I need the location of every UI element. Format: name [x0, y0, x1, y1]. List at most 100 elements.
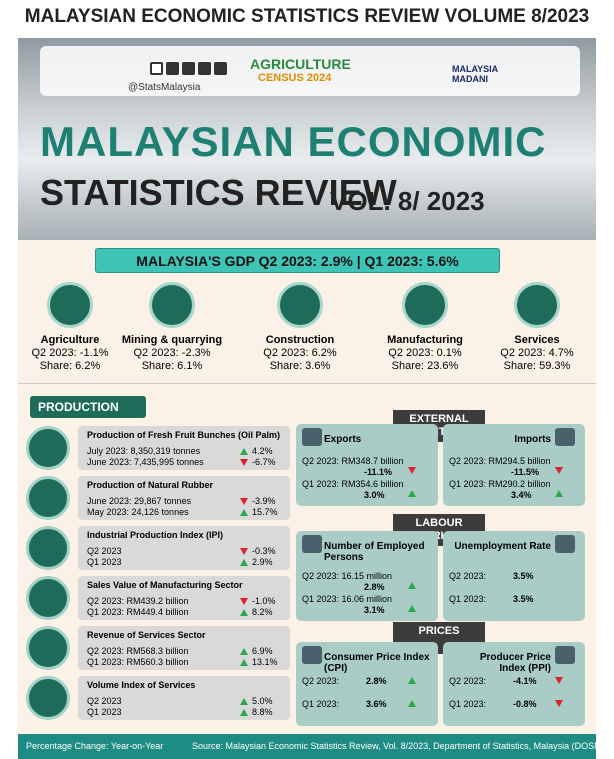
trend-arrow — [555, 490, 563, 497]
indicator-title: Exports — [324, 434, 362, 445]
item-box — [78, 476, 290, 520]
logo-strip — [40, 46, 580, 96]
indicator-row-label: Q1 2023: — [302, 699, 340, 709]
item-title: Revenue of Services Sector — [87, 630, 206, 640]
trend-arrow — [240, 459, 248, 466]
census-title: AGRICULTURE — [250, 56, 351, 72]
sector-share: Share: 23.6% — [391, 360, 459, 372]
item-title: Production of Natural Rubber — [87, 480, 213, 490]
item-icon — [26, 476, 70, 520]
item-row-change: 8.2% — [252, 607, 273, 617]
indicator-row-change: -11.1% — [364, 467, 393, 477]
sector-name: Services — [514, 334, 560, 346]
sector-share: Share: 6.2% — [39, 360, 101, 372]
item-title: Production of Fresh Fruit Bunches (Oil P… — [87, 430, 281, 440]
trend-arrow — [240, 559, 248, 566]
indicator-icon — [302, 428, 322, 446]
indicator-icon — [555, 428, 575, 446]
item-row-change: 4.2% — [252, 446, 273, 456]
indicator-row-label: Q1 2023: — [449, 699, 487, 709]
indicator-row-label: Q2 2023: — [302, 676, 340, 686]
banner-line1: MALAYSIAN ECONOMIC — [40, 118, 547, 165]
item-icon — [26, 576, 70, 620]
sector-share: Share: 6.1% — [141, 360, 203, 372]
production-heading: PRODUCTION — [30, 396, 146, 418]
item-box — [78, 426, 290, 470]
item-box — [78, 626, 290, 670]
item-icon — [26, 426, 70, 470]
trend-arrow — [408, 582, 416, 589]
item-row-change: -0.3% — [252, 546, 276, 556]
indicator-row-label: Q1 2023: 16.06 million — [302, 594, 393, 604]
trend-arrow — [555, 467, 563, 474]
indicator-row-label: Q1 2023: — [449, 594, 487, 604]
trend-arrow — [555, 677, 563, 684]
item-row-label: Q1 2023: RM449.4 billion — [87, 607, 189, 617]
item-row-change: 15.7% — [252, 507, 278, 517]
divider — [18, 383, 596, 384]
trend-arrow — [240, 448, 248, 455]
item-title: Sales Value of Manufacturing Sector — [87, 580, 243, 590]
banner-handle: @StatsMalaysia — [128, 82, 201, 93]
trend-arrow — [240, 609, 248, 616]
indicator-row-change: 3.6% — [366, 699, 387, 709]
social-icon — [166, 62, 179, 75]
footer-left: Percentage Change: Year-on-Year — [26, 741, 164, 751]
footer — [18, 734, 596, 759]
trend-arrow — [408, 490, 416, 497]
indicator-row-change: -0.8% — [513, 699, 537, 709]
social-icon — [214, 62, 227, 75]
trend-arrow — [240, 598, 248, 605]
item-row-label: Q2 2023: RM568.3 billion — [87, 646, 189, 656]
banner-volume: VOL. 8/ 2023 — [330, 186, 485, 216]
item-icon — [26, 626, 70, 670]
trend-arrow — [555, 700, 563, 707]
trend-arrow — [240, 509, 248, 516]
sector-icon — [277, 282, 323, 328]
trend-arrow — [408, 677, 416, 684]
sector-name: Manufacturing — [387, 334, 463, 346]
trend-arrow — [240, 698, 248, 705]
sector-growth: Q2 2023: -1.1% — [31, 347, 109, 359]
trend-arrow — [240, 659, 248, 666]
trend-arrow — [408, 605, 416, 612]
indicator-row-change: 3.0% — [364, 490, 385, 500]
trend-arrow — [240, 648, 248, 655]
item-row-change: -1.0% — [252, 596, 276, 606]
indicator-row-label: Q2 2023: — [449, 571, 487, 581]
item-row-label: Q1 2023 — [87, 557, 122, 567]
item-row-label: Q1 2023 — [87, 707, 122, 717]
indicator-title: Consumer Price Index (CPI) — [324, 652, 430, 674]
item-row-change: 6.9% — [252, 646, 273, 656]
indicator-row-label: Q1 2023: RM290.2 billion — [449, 479, 551, 489]
census-sub: CENSUS 2024 — [258, 72, 332, 84]
item-row-change: 13.1% — [252, 657, 278, 667]
social-icon — [198, 62, 211, 75]
sector-share: Share: 59.3% — [503, 360, 571, 372]
indicator-row-change: 2.8% — [366, 676, 387, 686]
sector-icon — [47, 282, 93, 328]
item-title: Industrial Production Index (IPI) — [87, 530, 224, 540]
sector-growth: Q2 2023: 0.1% — [388, 347, 462, 359]
footer-right: Source: Malaysian Economic Statistics Re… — [192, 741, 605, 751]
page-title: MALAYSIAN ECONOMIC STATISTICS REVIEW VOL… — [24, 6, 590, 27]
sector-growth: Q2 2023: 6.2% — [263, 347, 337, 359]
item-icon — [26, 676, 70, 720]
sector-name: Agriculture — [40, 334, 100, 346]
indicator-row-label: Q1 2023: RM354.6 billion — [302, 479, 404, 489]
indicator-row-label: Q2 2023: RM348.7 billion — [302, 456, 404, 466]
social-icon — [150, 62, 163, 75]
item-row-change: -6.7% — [252, 457, 276, 467]
item-row-label: June 2023: 29,867 tonnes — [87, 496, 192, 506]
indicator-row-change: 3.4% — [511, 490, 532, 500]
madani: MALAYSIA MADANI — [452, 64, 498, 84]
indicator-title: Producer Price Index (PPI) — [479, 652, 551, 674]
banner-line2: STATISTICS REVIEW — [40, 172, 397, 213]
trend-arrow — [408, 467, 416, 474]
indicator-row-label: Q2 2023: — [449, 676, 487, 686]
trend-arrow — [240, 709, 248, 716]
sector-name: Mining & quarrying — [121, 334, 223, 346]
trend-arrow — [240, 548, 248, 555]
indicator-title: Number of Employed Persons — [324, 541, 425, 563]
